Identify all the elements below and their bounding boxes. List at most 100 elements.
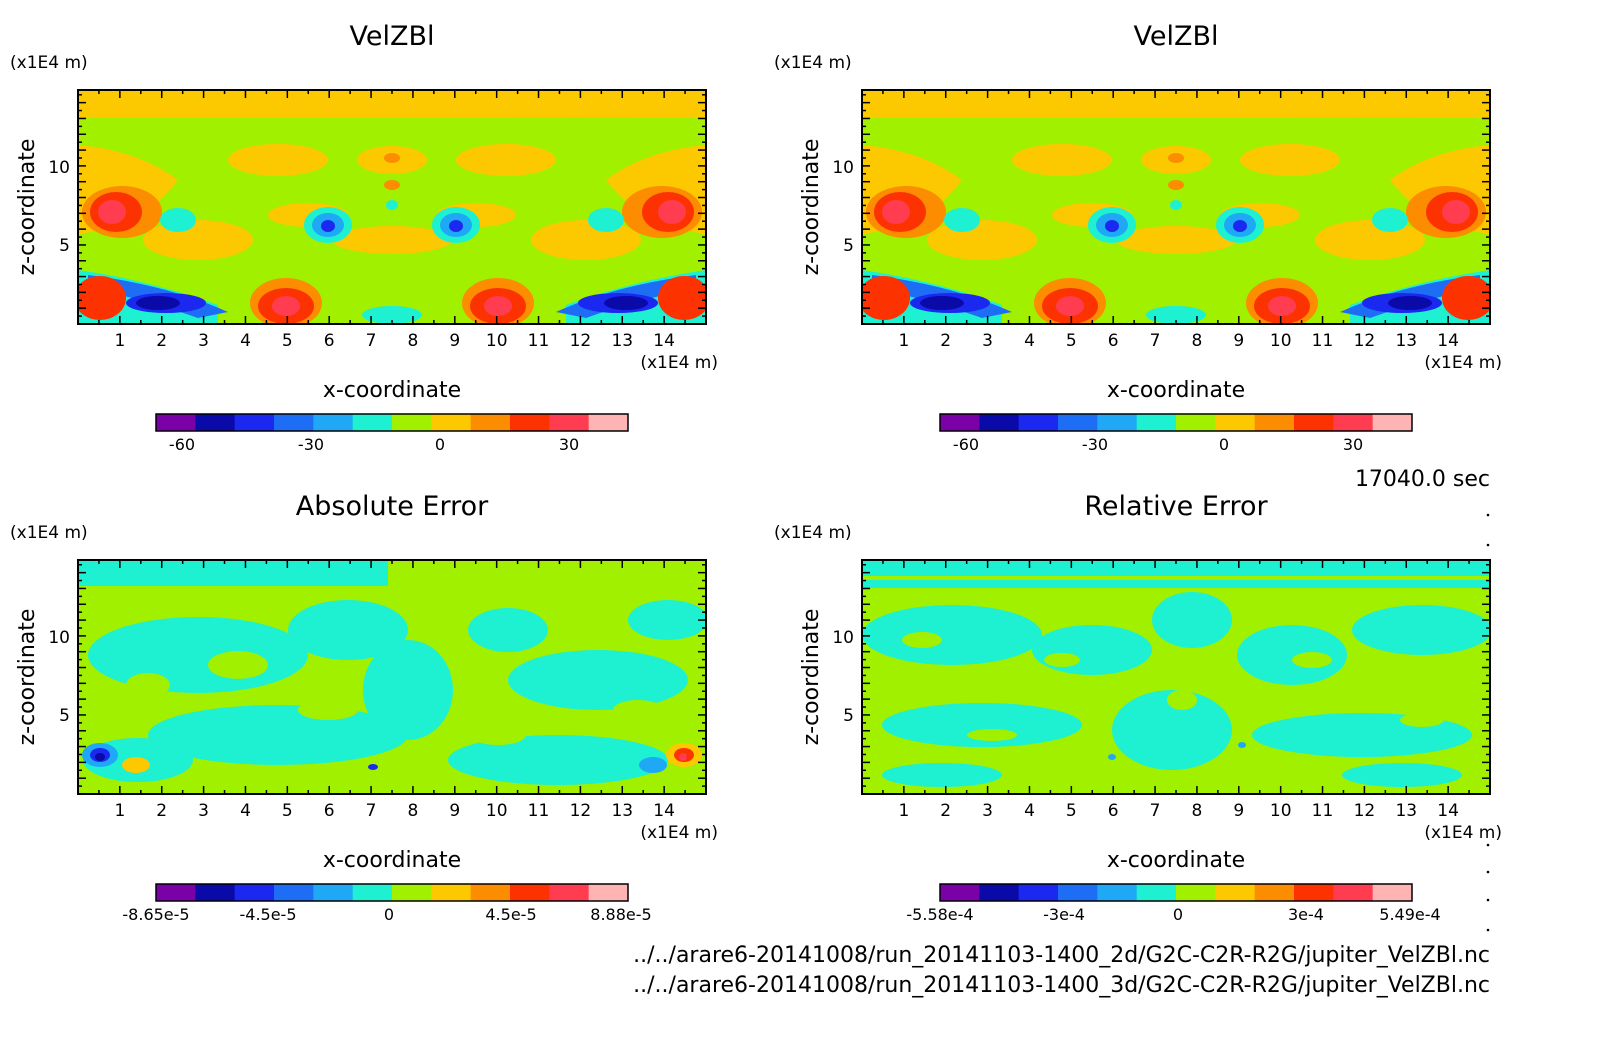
colorbar-swatch [940,884,980,901]
colorbar: -8.65e-5 -4.5e-5 0 4.5e-5 8.88e-5 [122,883,652,924]
colorbar-swatch [470,884,511,901]
x-unit-label: (x1E4 m) [1424,353,1502,373]
x-tick-label: 3 [982,801,993,821]
x-tick-label: 8 [1191,801,1202,821]
x-tick-label: 7 [366,331,377,351]
x-tick-label: 11 [528,801,550,821]
contour-field [78,560,706,794]
contour-field [862,90,1490,324]
x-tick-label: 4 [1024,801,1035,821]
colorbar-swatch [1176,414,1216,431]
file-path-2d: ../../arare6-20141008/run_20141103-1400_… [633,943,1490,968]
x-tick-label: 5 [282,331,293,351]
x-tick-label: 5 [1066,801,1077,821]
colorbar-swatch [940,414,980,431]
colorbar-swatch [588,414,629,431]
colorbar-swatch [549,414,590,431]
x-tick-label: 3 [198,331,209,351]
x-unit-label: (x1E4 m) [1424,823,1502,843]
x-tick-label: 1 [898,801,909,821]
x-tick-labels: 1 2 3 4 5 6 7 8 9 10 11 12 13 14 [114,801,674,821]
colorbar-swatch [274,884,314,901]
colorbar-label: -30 [1082,435,1108,454]
colorbar-swatch [431,414,472,431]
z-axis-label: z-coordinate [15,609,40,746]
colorbar-swatch [1097,414,1138,431]
z-tick-label: 10 [832,158,854,178]
x-tick-label: 8 [1191,331,1202,351]
colorbar-swatch [1058,414,1098,431]
x-tick-label: 11 [1312,801,1334,821]
contour-field [862,560,1490,794]
x-tick-label: 13 [1395,801,1417,821]
colorbar: -60 -30 0 30 [155,413,629,454]
z-unit-label: (x1E4 m) [10,523,88,543]
colorbar-label: -5.58e-4 [906,905,973,924]
colorbar-swatch [1097,884,1138,901]
colorbar-label: -4.5e-5 [239,905,296,924]
x-tick-label: 8 [407,331,418,351]
colorbar-swatch [979,884,1020,901]
x-tick-label: 2 [940,331,951,351]
x-tick-label: 11 [1312,331,1334,351]
x-tick-label: 7 [1150,801,1161,821]
colorbar-swatch [1215,414,1256,431]
time-label: 17040.0 sec [1355,467,1490,492]
x-tick-label: 4 [240,331,251,351]
x-tick-label: 12 [570,331,592,351]
colorbar-swatch [470,414,511,431]
z-axis-label: z-coordinate [799,139,824,276]
x-tick-label: 10 [1270,801,1292,821]
x-tick-label: 6 [1108,331,1119,351]
x-tick-label: 5 [1066,331,1077,351]
x-tick-label: 12 [1354,801,1376,821]
x-tick-label: 5 [282,801,293,821]
panel-absolute-error: Absolute Error (x1E4 m) [10,491,718,924]
x-tick-label: 1 [114,331,125,351]
panel-title: VelZBl [349,21,434,52]
colorbar-swatch [1136,414,1177,431]
x-tick-label: 7 [1150,331,1161,351]
x-tick-label: 11 [528,331,550,351]
z-unit-label: (x1E4 m) [774,53,852,73]
z-tick-label: 5 [59,236,70,256]
x-tick-label: 4 [1024,331,1035,351]
x-tick-label: 10 [486,331,508,351]
colorbar-swatch [1333,414,1374,431]
x-tick-label: 2 [940,801,951,821]
colorbar-swatch [1058,884,1098,901]
colorbar-label: 3e-4 [1288,905,1324,924]
x-tick-label: 2 [156,801,167,821]
x-tick-label: 7 [366,801,377,821]
x-tick-label: 3 [982,331,993,351]
x-tick-label: 9 [449,801,460,821]
x-tick-label: 1 [898,331,909,351]
colorbar: -5.58e-4 -3e-4 0 3e-4 5.49e-4 [906,883,1441,924]
colorbar-swatch [313,414,354,431]
x-axis-label: x-coordinate [323,848,461,873]
x-tick-labels: 1 2 3 4 5 6 7 8 9 10 11 12 13 14 [898,331,1458,351]
panel-velzbl-right: VelZBl (x1E4 m) [774,21,1502,454]
z-tick-label: 10 [48,628,70,648]
x-unit-label: (x1E4 m) [640,823,718,843]
x-tick-label: 6 [324,801,335,821]
colorbar-swatch [588,884,629,901]
panel-title: Absolute Error [296,491,489,522]
x-axis-label: x-coordinate [1107,848,1245,873]
colorbar-swatch [234,884,275,901]
x-tick-label: 9 [1233,801,1244,821]
x-tick-label: 9 [1233,331,1244,351]
colorbar: -60 -30 0 30 [939,413,1413,454]
colorbar-label: 4.5e-5 [485,905,536,924]
colorbar-swatch [195,884,236,901]
colorbar-swatch [156,414,196,431]
colorbar-swatch [234,414,275,431]
x-tick-label: 13 [611,801,633,821]
colorbar-swatch [1176,884,1216,901]
z-tick-label: 5 [59,706,70,726]
colorbar-label: 30 [559,435,579,454]
x-tick-label: 8 [407,801,418,821]
x-tick-label: 6 [324,331,335,351]
colorbar-label: 0 [1219,435,1229,454]
colorbar-label: 8.88e-5 [590,905,651,924]
